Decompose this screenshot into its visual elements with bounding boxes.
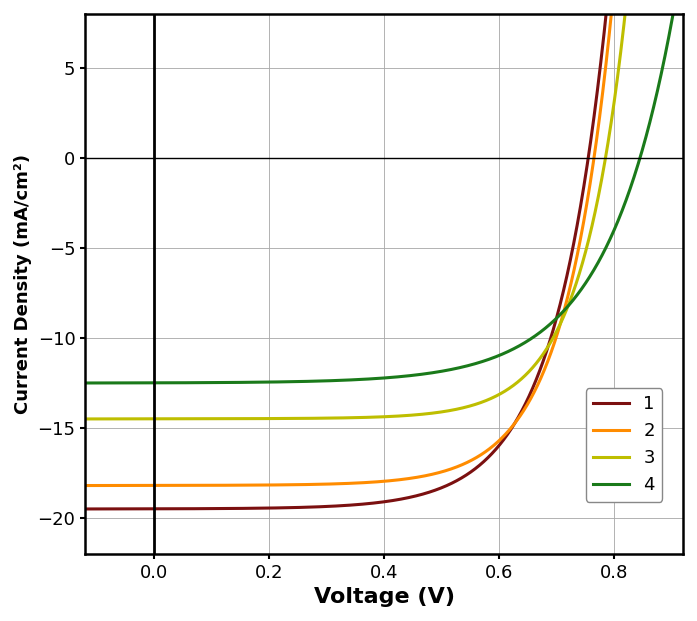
2 bbox=[185, 482, 193, 489]
1 bbox=[81, 505, 89, 513]
Y-axis label: Current Density (mA/cm²): Current Density (mA/cm²) bbox=[14, 154, 32, 414]
3 bbox=[603, 145, 611, 153]
3 bbox=[185, 415, 193, 422]
4 bbox=[185, 379, 193, 386]
4 bbox=[336, 376, 344, 384]
Legend: 1, 2, 3, 4: 1, 2, 3, 4 bbox=[585, 388, 662, 502]
4 bbox=[667, 20, 675, 27]
2 bbox=[81, 482, 89, 489]
Line: 1: 1 bbox=[85, 0, 683, 509]
X-axis label: Voltage (V): Voltage (V) bbox=[314, 587, 454, 607]
2 bbox=[336, 480, 344, 487]
2 bbox=[149, 482, 158, 489]
Line: 2: 2 bbox=[85, 0, 683, 486]
1 bbox=[336, 502, 344, 509]
1 bbox=[185, 505, 193, 512]
4 bbox=[81, 379, 89, 387]
1 bbox=[149, 505, 158, 512]
1 bbox=[603, 2, 611, 10]
4 bbox=[149, 379, 158, 387]
3 bbox=[149, 415, 158, 422]
3 bbox=[310, 415, 319, 422]
Line: 3: 3 bbox=[85, 0, 683, 419]
3 bbox=[81, 415, 89, 423]
3 bbox=[336, 414, 344, 422]
4 bbox=[310, 378, 319, 385]
1 bbox=[310, 503, 319, 510]
2 bbox=[603, 52, 611, 59]
Line: 4: 4 bbox=[85, 0, 683, 383]
4 bbox=[603, 242, 611, 249]
2 bbox=[310, 481, 319, 488]
